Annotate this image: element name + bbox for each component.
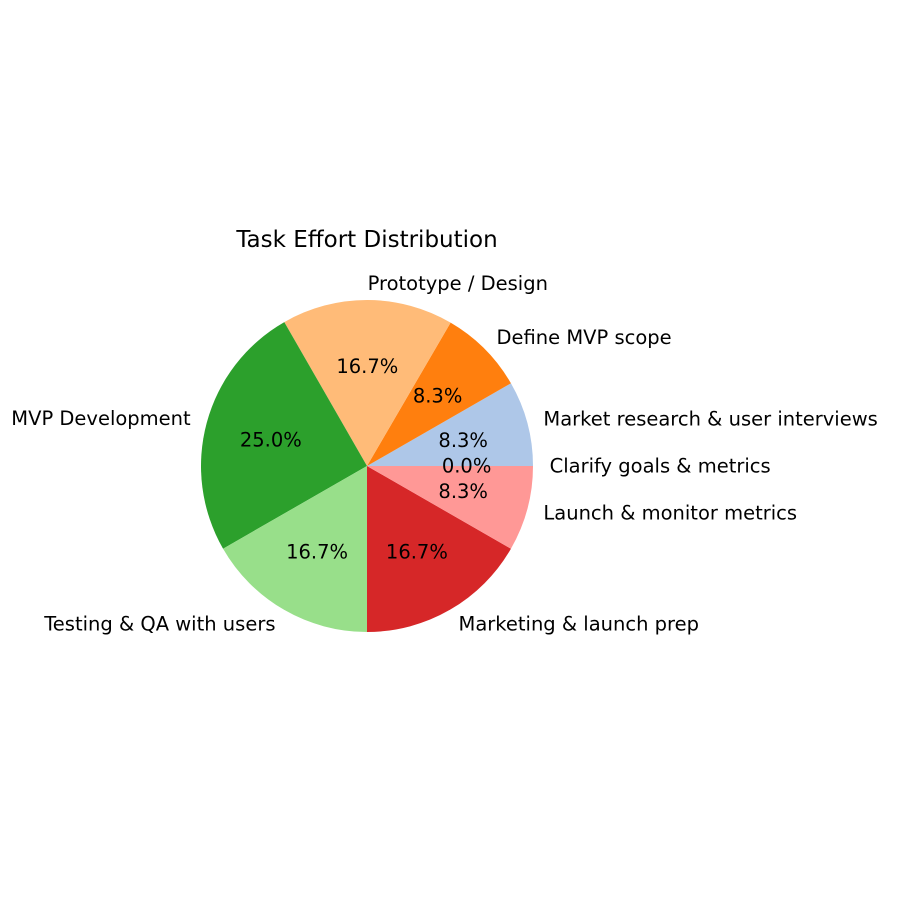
pct-mvp-development: 25.0%: [240, 429, 302, 452]
slice-percent-labels: 0.0%8.3%8.3%16.7%25.0%16.7% 16.7%8.3%: [240, 355, 492, 564]
label-marketing-launch-prep: Marketing & launch prep: [459, 613, 700, 636]
label-clarify-goals-metrics: Clarify goals & metrics: [550, 455, 771, 478]
chart-title: Task Effort Distribution: [235, 227, 497, 253]
pct-define-mvp-scope: 8.3%: [413, 384, 463, 407]
pie-slices: [201, 300, 533, 632]
slice-labels: Clarify goals & metrics Market research &…: [11, 272, 878, 636]
pct-marketing-launch-prep: 16.7%: [386, 541, 448, 564]
label-define-mvp-scope: Define MVP scope: [497, 326, 672, 349]
label-launch-monitor-metrics: Launch & monitor metrics: [543, 502, 797, 525]
slice-define-mvp-scope: [367, 322, 511, 466]
label-mvp-development: MVP Development: [11, 407, 191, 430]
pct-testing-qa-with-users: 16.7%: [286, 541, 348, 564]
label-prototype-design: Prototype / Design: [368, 272, 548, 295]
pct-clarify-goals-metrics: 0.0%: [442, 455, 492, 478]
pct-prototype-design: 16.7%: [336, 355, 398, 378]
label-market-research-user-interviews: Market research & user interviews: [543, 407, 877, 430]
slice-prototype-design: [284, 300, 451, 466]
slice-marketing-launch-prep: [367, 466, 511, 632]
pct-market-research-user-interviews: 8.3%: [438, 429, 488, 452]
slice-launch-monitor-metrics: [367, 466, 533, 549]
pct-launch-monitor-metrics: 8.3%: [438, 480, 488, 503]
label-testing-qa-with-users: Testing & QA with users: [43, 613, 275, 636]
slice-mvp-development: [201, 322, 367, 549]
slice-market-research-user-interviews: [367, 383, 533, 466]
slice-testing-qa-with-users: [223, 466, 367, 632]
